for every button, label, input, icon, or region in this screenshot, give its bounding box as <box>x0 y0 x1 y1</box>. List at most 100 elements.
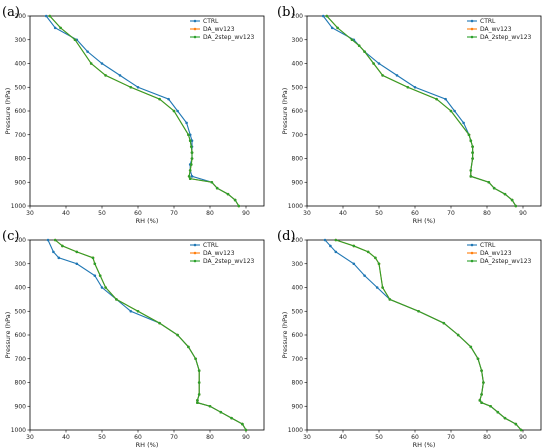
data-point <box>100 286 104 289</box>
x-tick-label: 70 <box>170 210 178 217</box>
legend-marker <box>470 27 474 31</box>
data-point <box>100 62 104 65</box>
data-point <box>61 244 64 248</box>
data-point <box>129 309 133 313</box>
data-point <box>93 274 97 277</box>
y-tick-label: 1000 <box>288 203 303 210</box>
data-point <box>469 175 473 178</box>
data-point <box>190 151 194 154</box>
data-point <box>46 238 50 242</box>
y-tick-label: 800 <box>15 156 27 163</box>
data-point <box>188 133 192 137</box>
data-point <box>503 416 507 420</box>
x-tick-label: 90 <box>519 434 527 441</box>
data-point <box>189 163 193 166</box>
data-point <box>377 262 381 266</box>
data-point <box>375 286 379 289</box>
data-point <box>188 169 192 172</box>
legend-marker <box>470 243 474 247</box>
series-line <box>45 15 240 207</box>
data-point <box>496 410 500 414</box>
data-point <box>210 180 214 184</box>
data-point <box>75 262 79 266</box>
legend-entry: DA_wv123 <box>480 26 512 33</box>
y-tick-label: 500 <box>15 84 27 91</box>
legend-entry: CTRL <box>480 18 496 25</box>
series-line <box>335 239 522 431</box>
y-tick-label: 300 <box>15 37 27 44</box>
series-line <box>335 239 522 431</box>
x-tick-label: 80 <box>206 210 214 217</box>
data-point <box>190 139 194 142</box>
y-tick-label: 1000 <box>288 427 303 434</box>
data-point <box>519 428 523 432</box>
data-point <box>230 416 233 420</box>
y-axis-label: Pressure (hPa) <box>4 88 12 135</box>
series-line <box>324 239 522 431</box>
data-point <box>75 250 79 254</box>
y-tick-label: 1000 <box>11 203 26 210</box>
data-point <box>329 244 332 248</box>
data-point <box>104 74 107 77</box>
y-tick-label: 300 <box>292 37 304 44</box>
chart-panel: (a) 30 40 50 60 70 80 90 200 300 400 500 600 700 800 90… <box>2 5 265 225</box>
data-point <box>469 139 473 142</box>
x-tick-label: 50 <box>98 210 106 217</box>
x-tick-label: 50 <box>375 210 383 217</box>
data-point <box>187 345 190 349</box>
y-tick-label: 1000 <box>11 427 26 434</box>
x-tick-label: 60 <box>411 434 419 441</box>
legend-marker <box>470 259 474 263</box>
data-point <box>417 309 420 313</box>
data-point <box>104 286 107 289</box>
y-tick-label: 600 <box>292 332 304 339</box>
y-tick-label: 300 <box>292 261 304 268</box>
x-tick-label: 40 <box>62 434 70 441</box>
legend-marker <box>193 19 197 23</box>
data-point <box>406 85 410 89</box>
x-axis-label: RH (%) <box>136 441 159 448</box>
data-point <box>118 74 122 77</box>
data-point <box>330 26 334 30</box>
data-point <box>115 298 118 301</box>
y-tick-label: 400 <box>15 61 27 68</box>
legend-marker <box>470 35 474 39</box>
data-point <box>492 186 496 190</box>
data-point <box>456 333 460 337</box>
series-line <box>326 15 517 207</box>
data-point <box>53 26 57 30</box>
data-point <box>226 192 230 196</box>
series-line <box>49 15 240 207</box>
data-point <box>197 393 201 396</box>
y-tick-label: 700 <box>15 132 27 139</box>
legend-entry: CTRL <box>203 242 219 249</box>
data-point <box>381 286 384 289</box>
data-point <box>196 399 199 402</box>
x-tick-label: 60 <box>134 210 142 217</box>
data-point <box>374 256 377 260</box>
x-tick-label: 60 <box>134 434 142 441</box>
data-point <box>215 186 219 190</box>
data-point <box>75 38 79 42</box>
legend-marker <box>193 259 197 263</box>
y-tick-label: 600 <box>15 108 27 115</box>
data-point <box>478 399 482 402</box>
data-point <box>44 14 48 18</box>
data-point <box>208 404 212 408</box>
data-point <box>167 97 170 101</box>
data-point <box>52 250 55 254</box>
data-point <box>514 422 518 426</box>
data-point <box>244 428 248 432</box>
y-tick-label: 900 <box>292 179 304 186</box>
data-point <box>357 44 361 47</box>
x-tick-label: 70 <box>447 210 455 217</box>
x-tick-label: 30 <box>26 434 34 441</box>
y-tick-label: 400 <box>292 61 304 68</box>
chart-panel: (d) 30 40 50 60 70 80 90 200 300 400 500 600 700 800 90… <box>277 229 542 448</box>
legend-marker <box>193 243 197 247</box>
x-tick-label: 80 <box>483 210 491 217</box>
panel-label: (b) <box>277 5 295 20</box>
x-tick-label: 90 <box>519 210 527 217</box>
x-tick-label: 30 <box>303 210 311 217</box>
